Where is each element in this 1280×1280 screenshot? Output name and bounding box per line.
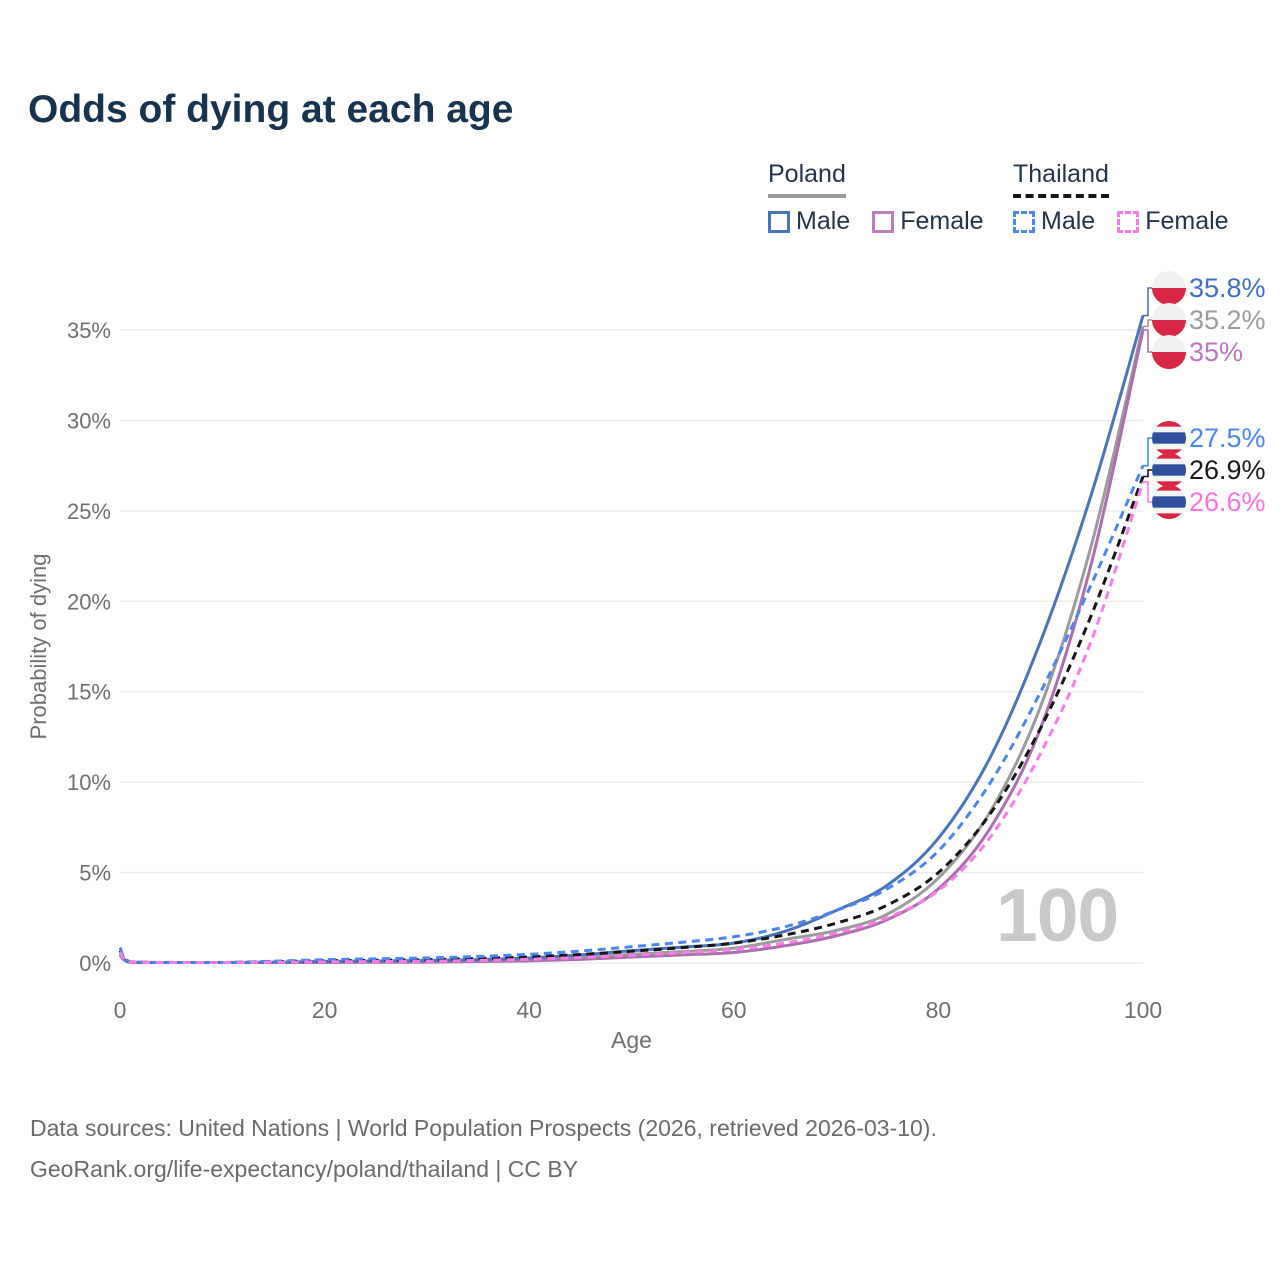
thailand-flag-icon [1152,485,1186,519]
y-tick-label: 20% [67,589,111,614]
legend-group-poland: Poland Male Female [768,160,984,236]
legend-items-thailand: Male Female [1013,207,1229,236]
end-value-label: 26.9% [1189,455,1266,485]
end-value-label: 35.8% [1189,273,1266,303]
y-tick-label: 5% [79,861,111,886]
watermark-age-100: 100 [996,873,1119,957]
footer: Data sources: United Nations | World Pop… [30,1108,937,1190]
y-axis-title: Probability of dying [26,554,51,740]
y-tick-label: 35% [67,318,111,343]
y-tick-label: 10% [67,770,111,795]
x-tick-label: 20 [312,997,338,1023]
legend-label: Male [796,207,851,235]
series-line-thailand-male[interactable] [118,465,1145,964]
poland-flag-icon [1152,303,1186,337]
x-tick-label: 60 [721,997,747,1023]
y-tick-label: 30% [67,408,111,433]
end-label-connector [1143,287,1152,317]
legend: Poland Male Female Thailand Male [0,160,1280,250]
series-line-poland-male[interactable] [118,315,1145,964]
series-line-thailand-both-sexes[interactable] [118,475,1145,964]
thailand-male-swatch-icon [1013,210,1035,233]
legend-item-poland-female[interactable]: Female [872,207,984,236]
end-label-connector [1143,437,1152,467]
end-label-connector [1143,481,1152,503]
x-tick-label: 80 [926,997,952,1023]
series-line-poland-both-sexes[interactable] [118,326,1145,964]
end-label-connector [1143,319,1152,328]
poland-flag-icon [1152,271,1186,305]
end-value-label: 35% [1189,337,1243,367]
attribution-line: GeoRank.org/life-expectancy/poland/thail… [30,1156,579,1182]
end-label-connector [1143,329,1152,353]
x-tick-label: 0 [114,997,127,1023]
legend-title-thailand: Thailand [1013,160,1109,198]
end-value-label: 27.5% [1189,423,1266,453]
legend-group-thailand: Thailand Male Female [1013,160,1229,236]
end-value-label: 26.6% [1189,487,1266,517]
legend-label: Female [900,207,984,235]
poland-male-swatch-icon [768,210,790,233]
legend-label: Male [1041,207,1096,235]
y-tick-label: 25% [67,499,111,524]
legend-title-poland: Poland [768,160,846,198]
series-line-poland-female[interactable] [118,329,1145,964]
legend-label: Female [1145,207,1229,235]
poland-flag-icon [1152,335,1186,369]
legend-items-poland: Male Female [768,207,984,236]
x-tick-label: 100 [1124,997,1162,1023]
end-label-connector [1143,469,1152,478]
y-tick-label: 0% [79,951,111,976]
x-axis-title: Age [611,1027,652,1053]
legend-item-poland-male[interactable]: Male [768,207,850,236]
data-sources-line: Data sources: United Nations | World Pop… [30,1115,937,1141]
series-line-thailand-female[interactable] [118,481,1145,964]
page-title: Odds of dying at each age [28,88,514,131]
end-value-label: 35.2% [1189,305,1266,335]
thailand-flag-icon [1152,421,1186,455]
x-tick-label: 40 [516,997,542,1023]
legend-item-thailand-male[interactable]: Male [1013,207,1095,236]
thailand-flag-icon [1152,453,1186,487]
y-tick-label: 15% [67,680,111,705]
legend-item-thailand-female[interactable]: Female [1117,207,1229,236]
poland-female-swatch-icon [872,210,895,233]
thailand-female-swatch-icon [1117,210,1140,233]
